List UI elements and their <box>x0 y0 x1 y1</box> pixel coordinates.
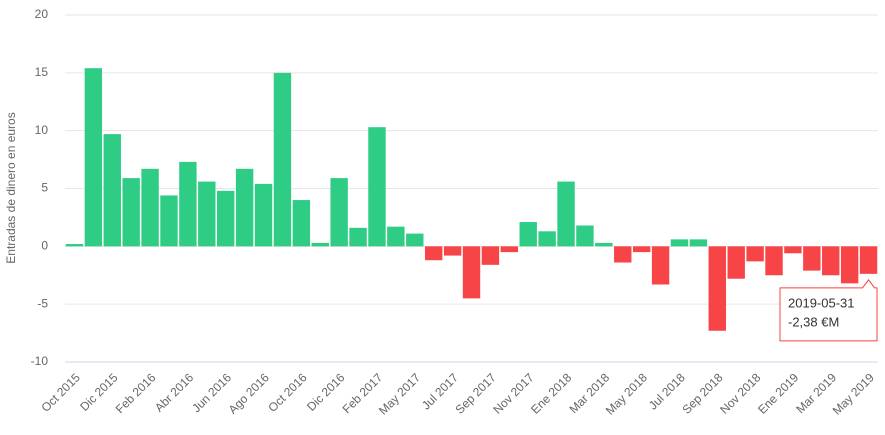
bar <box>65 244 84 247</box>
x-tick-label: May 2019 <box>830 370 877 417</box>
bar <box>462 246 481 299</box>
bar <box>160 195 178 247</box>
bar <box>443 246 462 256</box>
y-tick-label: -10 <box>31 354 49 368</box>
x-tick-label: Ene 2019 <box>755 370 801 416</box>
bar <box>822 246 840 276</box>
bar <box>595 242 613 247</box>
y-tick-label: 0 <box>41 239 48 253</box>
x-tick-label: Feb 2016 <box>113 370 159 416</box>
bar <box>519 222 537 247</box>
bar <box>406 233 424 247</box>
y-tick-label: 10 <box>35 123 49 137</box>
y-tick-label: 5 <box>41 181 48 195</box>
bar <box>746 246 764 262</box>
x-tick-label: May 2018 <box>603 370 650 417</box>
bar <box>765 246 783 276</box>
x-tick-label: May 2017 <box>376 370 423 417</box>
bar <box>784 246 802 254</box>
bar <box>198 181 216 247</box>
tooltip-date: 2019-05-31 <box>788 295 855 310</box>
bar <box>103 134 121 247</box>
x-tick-label: Ago 2016 <box>226 370 272 416</box>
bar <box>368 127 386 247</box>
y-tick-label: -5 <box>37 296 48 310</box>
bar <box>273 72 292 247</box>
bar <box>179 161 197 247</box>
y-axis-label: Entradas de dinero en euros <box>4 112 18 263</box>
bar <box>254 183 273 247</box>
bar <box>481 246 500 265</box>
bar <box>235 168 254 247</box>
bar <box>576 225 594 247</box>
bar <box>141 168 159 247</box>
bar <box>349 227 367 247</box>
bar <box>614 246 632 263</box>
bar <box>292 200 311 247</box>
bar <box>424 246 443 261</box>
bar <box>632 246 651 253</box>
bar <box>330 178 348 247</box>
x-tick-label: Ene 2018 <box>528 370 574 416</box>
bar <box>859 246 878 274</box>
bar <box>217 190 235 247</box>
bar <box>651 246 670 285</box>
bar <box>670 239 689 247</box>
x-tick-label: Oct 2015 <box>38 370 83 415</box>
bar <box>122 178 140 247</box>
bar <box>84 68 103 247</box>
tooltip: 2019-05-31 -2,38 €M <box>779 279 878 342</box>
bar <box>803 246 821 271</box>
bar <box>708 246 726 331</box>
bar <box>500 246 519 253</box>
bar <box>840 246 859 284</box>
bar <box>557 181 575 247</box>
tooltip-value: -2,38 €M <box>788 314 839 329</box>
x-tick-label: Oct 2016 <box>265 370 310 415</box>
tooltip-box <box>779 279 878 342</box>
bar <box>689 239 708 247</box>
bar <box>387 226 405 247</box>
bar <box>311 242 329 247</box>
y-tick-label: 20 <box>35 7 49 21</box>
bar <box>727 246 745 279</box>
x-tick-label: Abr 2016 <box>152 370 197 415</box>
y-tick-label: 15 <box>35 65 49 79</box>
bar <box>538 231 556 247</box>
